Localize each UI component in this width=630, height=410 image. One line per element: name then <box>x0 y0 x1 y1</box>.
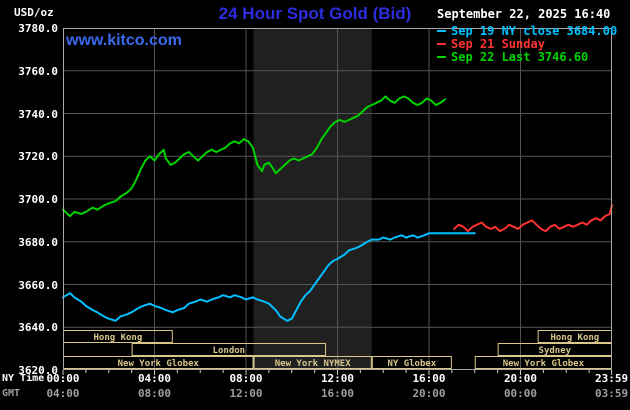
plot-border <box>63 28 612 370</box>
legend-label: Sep 22 Last 3746.60 <box>451 49 589 64</box>
session-label: Hong Kong <box>550 333 599 343</box>
session-label: Sydney <box>539 346 572 356</box>
session-box <box>371 356 452 369</box>
session-label: NY Globex <box>387 359 436 369</box>
legend-item-sep19: Sep 19 NY close 3684.00 <box>437 23 618 38</box>
session-box <box>253 356 372 369</box>
series-sep22 <box>62 95 446 218</box>
legend-line-icon <box>437 55 446 58</box>
session-label: New York NYMEX <box>275 359 351 369</box>
series-sep19 <box>62 232 476 322</box>
session-label: London <box>213 346 246 356</box>
legend-label: Sep 21 Sunday <box>451 36 545 51</box>
session-label: Hong Kong <box>94 333 143 343</box>
legend-item-sep22: Sep 22 Last 3746.60 <box>437 49 617 64</box>
session-label: New York Globex <box>503 359 585 369</box>
legend-item-sep21: Sep 21 Sunday <box>437 36 617 51</box>
page-title: 24 Hour Spot Gold (Bid) <box>218 4 412 23</box>
series-sep21 <box>453 204 613 233</box>
chart-datetime: September 22, 2025 16:40 <box>437 7 611 21</box>
unit-label: USD/oz <box>14 6 54 19</box>
chart-info-panel: September 22, 2025 16:40 Sep 19 NY close… <box>437 7 618 64</box>
legend-line-icon <box>437 29 446 32</box>
session-box <box>131 343 327 356</box>
gmt-axis-label: GMT <box>2 388 21 399</box>
ny-time-axis-label: NY Time <box>2 373 45 384</box>
legend-label: Sep 19 NY close 3684.00 <box>451 23 618 38</box>
kitco-watermark-link[interactable]: www.kitco.com <box>66 32 182 49</box>
session-label: New York Globex <box>118 359 200 369</box>
legend-line-icon <box>437 42 446 45</box>
